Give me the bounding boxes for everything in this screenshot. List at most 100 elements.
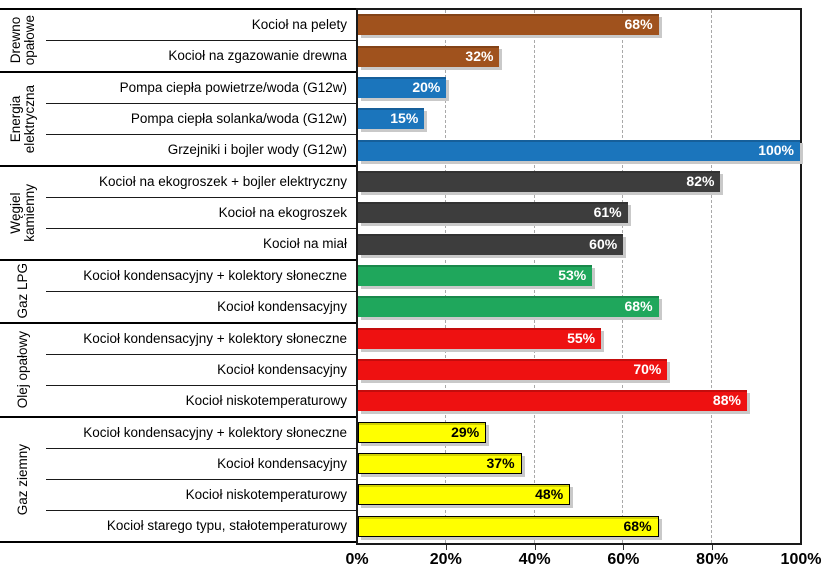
value-label: 37%: [486, 455, 515, 472]
value-bar: 15%: [358, 108, 425, 130]
fuel-group: Energia elektryczna Pompa ciepła powietrz…: [0, 73, 356, 167]
value-bar: 100%: [358, 139, 800, 161]
category-label: Kocioł na miał: [262, 236, 347, 252]
category-row: Kocioł kondensacyjny + kolektory słonecz…: [46, 418, 356, 449]
category-row: Kocioł na miał: [46, 229, 356, 259]
fuel-group-label: Gaz LPG: [14, 263, 30, 319]
value-label: 15%: [390, 110, 419, 127]
plot-area: 68% 32% 20% 15% 100% 82% 61% 60% 53% 68% 55% 70% 88%…: [356, 8, 802, 545]
gridline: [622, 10, 624, 543]
category-label: Kocioł kondensacyjny + kolektory słonecz…: [83, 425, 347, 441]
value-label: 48%: [535, 486, 564, 503]
category-label: Pompa ciepła solanka/woda (G12w): [130, 111, 347, 127]
category-label-area: Drewno opałowe Kocioł na pelety Kocioł na …: [0, 8, 356, 545]
value-label: 70%: [633, 361, 662, 378]
category-label: Kocioł kondensacyjny + kolektory słonecz…: [83, 268, 347, 284]
fuel-group-label-cell: Drewno opałowe: [0, 10, 46, 71]
category-label: Kocioł na zgazowanie drewna: [168, 48, 347, 64]
category-label: Kocioł starego typu, stałotemperaturowy: [106, 518, 347, 534]
axis-tick-label: 80%: [696, 551, 729, 568]
category-row: Pompa ciepła solanka/woda (G12w): [46, 104, 356, 135]
axis-tick-label: 20%: [429, 551, 462, 568]
fuel-group-label: Węgiel kamienny: [7, 183, 37, 242]
axis-tick-label: 40%: [518, 551, 551, 568]
value-bar: 53%: [358, 265, 593, 286]
category-label: Kocioł na ekogroszek: [218, 205, 347, 221]
value-bar: 68%: [358, 296, 659, 318]
value-bar: 68%: [358, 14, 659, 36]
value-label: 61%: [593, 204, 622, 221]
fuel-group: Gaz ziemny Kocioł kondensacyjny + kolekto…: [0, 418, 356, 543]
fuel-group-label: Drewno opałowe: [7, 15, 37, 66]
fuel-group-label-cell: Gaz ziemny: [0, 418, 46, 541]
value-bar: 20%: [358, 76, 447, 98]
category-row: Grzejniki i bojler wody (G12w): [46, 135, 356, 165]
value-label: 53%: [558, 267, 587, 283]
value-label: 88%: [712, 392, 741, 409]
fuel-group: Olej opałowy Kocioł kondensacyjny + kolek…: [0, 324, 356, 418]
value-bar: 32%: [358, 45, 500, 67]
x-axis: 0% 20% 40% 60% 80% 100%: [345, 545, 821, 573]
category-label: Kocioł kondensacyjny + kolektory słonecz…: [83, 331, 347, 346]
category-row: Kocioł kondensacyjny + kolektory słonecz…: [46, 261, 356, 292]
axis-tick-label: 0%: [345, 551, 369, 568]
category-label: Kocioł kondensacyjny: [217, 299, 347, 315]
category-label: Grzejniki i bojler wody (G12w): [167, 142, 347, 158]
value-bar: 37%: [358, 453, 522, 475]
fuel-group-label-cell: Olej opałowy: [0, 324, 46, 416]
value-label: 82%: [686, 172, 715, 189]
category-row: Kocioł starego typu, stałotemperaturowy: [46, 511, 356, 541]
axis-tick-mark: [623, 545, 625, 550]
value-label: 29%: [451, 423, 480, 440]
fuel-group-label: Gaz ziemny: [14, 443, 30, 515]
fuel-group-rows: Kocioł na ekogroszek + bojler elektryczn…: [46, 167, 356, 259]
category-label: Pompa ciepła powietrze/woda (G12w): [119, 80, 347, 96]
value-bar: 60%: [358, 233, 624, 255]
value-label: 68%: [624, 298, 653, 315]
fuel-group: Drewno opałowe Kocioł na pelety Kocioł na …: [0, 10, 356, 73]
value-label: 60%: [589, 235, 618, 252]
value-label: 20%: [412, 78, 441, 95]
fuel-group-label-cell: Energia elektryczna: [0, 73, 46, 165]
category-row: Kocioł na zgazowanie drewna: [46, 41, 356, 71]
gridline: [710, 10, 712, 543]
axis-tick-mark: [534, 545, 536, 550]
fuel-group-label-cell: Gaz LPG: [0, 261, 46, 322]
value-label: 68%: [624, 16, 653, 33]
category-row: Kocioł na pelety: [46, 10, 356, 41]
value-bar: 70%: [358, 359, 668, 381]
category-row: Kocioł na ekogroszek + bojler elektryczn…: [46, 167, 356, 198]
fuel-group: Węgiel kamienny Kocioł na ekogroszek + bo…: [0, 167, 356, 261]
category-label: Kocioł niskotemperaturowy: [185, 393, 347, 409]
axis-tick-mark: [712, 545, 714, 550]
fuel-group: Gaz LPG Kocioł kondensacyjny + kolektory …: [0, 261, 356, 324]
value-bar: 55%: [358, 327, 602, 349]
fuel-group-rows: Kocioł kondensacyjny + kolektory słonecz…: [46, 261, 356, 322]
category-label: Kocioł kondensacyjny: [217, 362, 347, 378]
value-bar: 61%: [358, 202, 628, 224]
category-row: Kocioł kondensacyjny + kolektory słonecz…: [46, 324, 356, 355]
axis-tick-mark: [445, 545, 447, 550]
fuel-group-label: Energia elektryczna: [7, 84, 37, 153]
category-row: Kocioł niskotemperaturowy: [46, 480, 356, 511]
fuel-group-rows: Kocioł kondensacyjny + kolektory słonecz…: [46, 418, 356, 541]
value-label: 68%: [623, 517, 652, 534]
fuel-group-rows: Pompa ciepła powietrze/woda (G12w) Pompa …: [46, 73, 356, 165]
category-row: Kocioł kondensacyjny: [46, 449, 356, 480]
value-label: 100%: [758, 141, 794, 158]
value-bar: 68%: [358, 515, 659, 537]
value-label: 55%: [567, 329, 596, 346]
category-row: Kocioł niskotemperaturowy: [46, 386, 356, 416]
category-row: Pompa ciepła powietrze/woda (G12w): [46, 73, 356, 104]
category-row: Kocioł na ekogroszek: [46, 198, 356, 229]
category-row: Kocioł kondensacyjny: [46, 292, 356, 322]
fuel-group-label-cell: Węgiel kamienny: [0, 167, 46, 259]
category-row: Kocioł kondensacyjny: [46, 355, 356, 386]
axis-tick-label: 60%: [607, 551, 640, 568]
fuel-group-rows: Kocioł na pelety Kocioł na zgazowanie dre…: [46, 10, 356, 71]
category-label: Kocioł na pelety: [251, 17, 347, 33]
value-bar: 88%: [358, 390, 747, 412]
value-bar: 48%: [358, 484, 571, 506]
value-bar: 29%: [358, 421, 487, 443]
